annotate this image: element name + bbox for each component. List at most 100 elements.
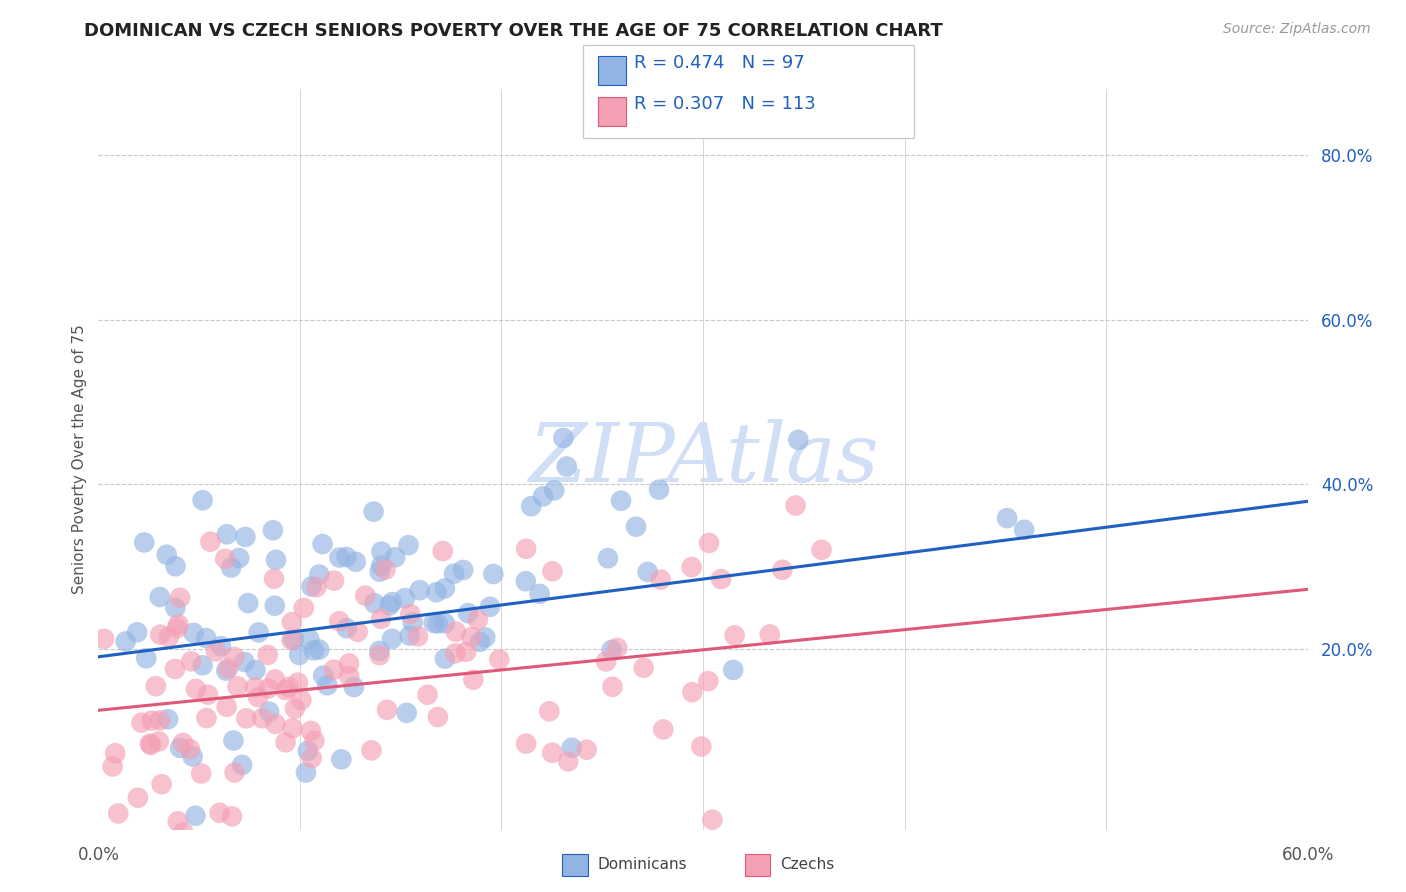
Point: [381, 595, 404, 609]
Point: [488, 652, 510, 666]
Point: [312, 668, 335, 682]
Text: ZIPAtlas: ZIPAtlas: [527, 419, 879, 500]
Point: [283, 632, 305, 647]
Point: [697, 536, 720, 550]
Point: [595, 654, 617, 668]
Point: [215, 664, 238, 678]
Point: [156, 548, 179, 562]
Point: [107, 806, 129, 821]
Text: Dominicans: Dominicans: [598, 857, 688, 872]
Point: [226, 679, 249, 693]
Point: [378, 599, 401, 613]
Point: [290, 693, 312, 707]
Point: [302, 643, 325, 657]
Point: [205, 644, 228, 658]
Point: [284, 701, 307, 715]
Point: [245, 681, 267, 695]
Point: [301, 580, 323, 594]
Text: Czechs: Czechs: [780, 857, 835, 872]
Point: [723, 663, 745, 677]
Point: [520, 500, 543, 514]
Point: [323, 574, 346, 588]
Point: [515, 737, 537, 751]
Point: [297, 744, 319, 758]
Point: [195, 631, 218, 645]
Point: [810, 542, 832, 557]
Point: [467, 613, 489, 627]
Point: [463, 673, 485, 687]
Text: R = 0.474   N = 97: R = 0.474 N = 97: [634, 54, 804, 72]
Point: [305, 580, 328, 594]
Point: [114, 634, 136, 648]
Point: [219, 560, 242, 574]
Point: [263, 572, 285, 586]
Point: [148, 734, 170, 748]
Point: [482, 567, 505, 582]
Point: [337, 669, 360, 683]
Point: [141, 714, 163, 728]
Point: [180, 654, 202, 668]
Point: [215, 699, 238, 714]
Point: [228, 551, 250, 566]
Point: [370, 558, 392, 573]
Point: [195, 711, 218, 725]
Point: [1012, 523, 1035, 537]
Point: [157, 630, 180, 644]
Point: [652, 723, 675, 737]
Text: DOMINICAN VS CZECH SENIORS POVERTY OVER THE AGE OF 75 CORRELATION CHART: DOMINICAN VS CZECH SENIORS POVERTY OVER …: [84, 22, 943, 40]
Point: [460, 630, 482, 644]
Point: [624, 519, 647, 533]
Point: [328, 550, 350, 565]
Point: [169, 591, 191, 605]
Point: [163, 662, 186, 676]
Point: [394, 591, 416, 606]
Point: [288, 648, 311, 662]
Point: [131, 715, 153, 730]
Point: [304, 733, 326, 747]
Point: [238, 596, 260, 610]
Point: [416, 688, 439, 702]
Point: [191, 493, 214, 508]
Point: [184, 809, 207, 823]
Point: [337, 657, 360, 671]
Point: [139, 737, 162, 751]
Point: [633, 661, 655, 675]
Point: [368, 565, 391, 579]
Point: [149, 590, 172, 604]
Point: [553, 431, 575, 445]
Point: [200, 534, 222, 549]
Point: [281, 615, 304, 630]
Point: [247, 625, 270, 640]
Point: [433, 616, 456, 631]
Point: [157, 712, 180, 726]
Point: [395, 706, 418, 720]
Point: [538, 704, 561, 718]
Point: [301, 751, 323, 765]
Point: [360, 743, 382, 757]
Point: [758, 627, 780, 641]
Point: [772, 563, 794, 577]
Y-axis label: Seniors Poverty Over the Age of 75: Seniors Poverty Over the Age of 75: [72, 325, 87, 594]
Point: [262, 523, 284, 537]
Point: [724, 628, 747, 642]
Point: [184, 681, 207, 696]
Point: [257, 705, 280, 719]
Point: [541, 746, 564, 760]
Point: [398, 629, 420, 643]
Point: [274, 735, 297, 749]
Point: [787, 433, 810, 447]
Point: [515, 541, 537, 556]
Point: [134, 535, 156, 549]
Point: [710, 572, 733, 586]
Point: [190, 766, 212, 780]
Point: [233, 655, 256, 669]
Point: [104, 746, 127, 760]
Point: [311, 537, 333, 551]
Point: [478, 599, 501, 614]
Point: [702, 813, 724, 827]
Point: [370, 544, 392, 558]
Point: [433, 651, 456, 665]
Point: [343, 680, 366, 694]
Point: [515, 574, 537, 589]
Point: [600, 643, 623, 657]
